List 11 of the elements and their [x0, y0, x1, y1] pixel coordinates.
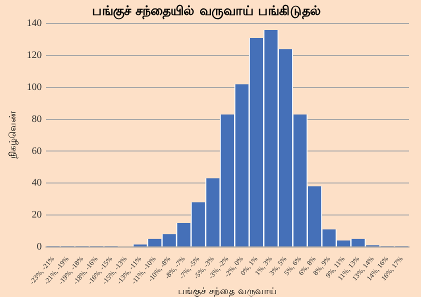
y-tick-label: 140 [26, 18, 42, 30]
y-tick-label: 60 [32, 146, 42, 157]
chart-title: பங்குச் சந்தையில் வருவாய் பங்கிடுதல் [92, 4, 321, 20]
y-tick-label: 20 [32, 210, 42, 221]
y-tick-label: 0 [36, 242, 42, 253]
y-tick-label: 40 [32, 178, 42, 189]
y-tick-label: 80 [32, 114, 42, 125]
y-tick-label: 120 [26, 50, 42, 62]
y-axis-title: நிகழ்வெண் [8, 110, 19, 159]
x-axis-title: பங்குச் சந்தை வருவாய் [178, 286, 277, 297]
y-tick-label: 100 [26, 82, 42, 94]
